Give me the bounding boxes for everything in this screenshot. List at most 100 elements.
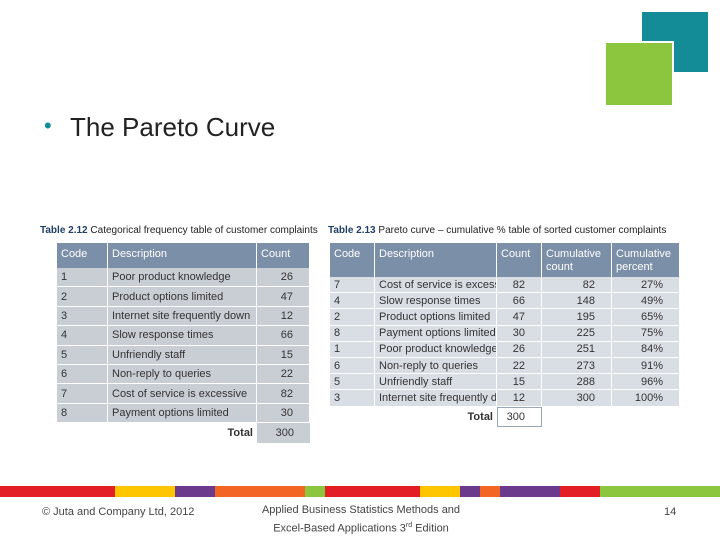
- book-line: Excel-Based Applications 3rd Edition: [230, 518, 492, 537]
- table-cell: 2: [330, 309, 375, 326]
- header-cell: Count: [257, 243, 310, 268]
- table-cell: 3: [330, 390, 375, 407]
- caption-text: Pareto curve – cumulative % table of sor…: [378, 225, 667, 236]
- total-value: 300: [257, 423, 310, 444]
- table-cell: 65%: [612, 309, 680, 326]
- table-cell: 7: [57, 384, 108, 404]
- strip-segment: [460, 486, 480, 497]
- strip-segment: [115, 486, 175, 497]
- table-cell: 47: [497, 309, 542, 326]
- table-cell: 273: [542, 358, 612, 375]
- table-cell: 84%: [612, 341, 680, 358]
- table-cell: Cost of service is excessive: [375, 277, 497, 294]
- table-cell: 5: [57, 345, 108, 365]
- table-cell: Payment options limited: [375, 325, 497, 342]
- header-cell: Cumulative count: [542, 243, 612, 277]
- table-cell: 91%: [612, 358, 680, 375]
- bullet-text: The Pareto Curve: [70, 112, 276, 142]
- caption-label: Table 2.13: [328, 225, 376, 236]
- book-text: Excel-Based Applications 3: [273, 522, 406, 535]
- strip-segment: [420, 486, 460, 497]
- table-cell: 4: [57, 326, 108, 346]
- table-cell: Slow response times: [375, 293, 497, 310]
- strip-segment: [600, 486, 720, 497]
- table-cell: 195: [542, 309, 612, 326]
- table-cell: 300: [542, 390, 612, 407]
- header-cell: Code: [330, 243, 375, 277]
- total-value: 300: [497, 406, 542, 427]
- table-cell: 1: [57, 268, 108, 288]
- book-title: Applied Business Statistics Methods and …: [230, 503, 492, 537]
- caption-text: Categorical frequency table of customer …: [90, 225, 318, 236]
- table-cell: 2: [57, 287, 108, 307]
- table-cell: Product options limited: [108, 287, 257, 307]
- strip-segment: [305, 486, 325, 497]
- table-cell: Payment options limited: [108, 403, 257, 424]
- table-cell: 27%: [612, 277, 680, 294]
- copyright: © Juta and Company Ltd, 2012: [42, 506, 195, 518]
- table-cell: 96%: [612, 374, 680, 391]
- header-cell: Code: [57, 243, 108, 268]
- table-cell: 251: [542, 341, 612, 358]
- header-cell: Description: [108, 243, 257, 268]
- header-cell: Cumulative percent: [612, 243, 680, 277]
- table-cell: 288: [542, 374, 612, 391]
- table-cell: 22: [497, 358, 542, 375]
- caption: Table 2.13 Pareto curve – cumulative % t…: [328, 225, 666, 236]
- table-cell: Internet site frequently down: [108, 306, 257, 327]
- table-cell: Poor product knowledge: [108, 268, 257, 288]
- table-cell: 82: [542, 277, 612, 294]
- table-cell: 66: [497, 293, 542, 310]
- table-cell: 12: [257, 306, 310, 327]
- table-cell: 49%: [612, 293, 680, 310]
- table-cell: 7: [330, 277, 375, 294]
- table-cell: 1: [330, 341, 375, 358]
- table-cell: 225: [542, 325, 612, 342]
- page-number: 14: [664, 506, 677, 518]
- book-sup: rd: [405, 522, 413, 529]
- strip-segment: [560, 486, 600, 497]
- table-cell: Internet site frequently down: [375, 390, 497, 407]
- header-cell: Description: [375, 243, 497, 277]
- table-cell: 15: [257, 345, 310, 365]
- table-cell: 8: [330, 325, 375, 342]
- table-cell: 148: [542, 293, 612, 310]
- table-cell: 6: [57, 365, 108, 385]
- table-cell: Unfriendly staff: [375, 374, 497, 391]
- total-label: Total: [467, 410, 493, 423]
- table-cell: 82: [257, 384, 310, 404]
- table-cell: 15: [497, 374, 542, 391]
- deco-square: [604, 41, 674, 107]
- table-cell: Product options limited: [375, 309, 497, 326]
- table-cell: 3: [57, 306, 108, 327]
- table-cell: 26: [497, 341, 542, 358]
- table-cell: 12: [497, 390, 542, 407]
- total-label: Total: [227, 427, 253, 440]
- strip-segment: [215, 486, 305, 497]
- table-cell: 22: [257, 365, 310, 385]
- table-cell: Non-reply to queries: [375, 358, 497, 375]
- table-cell: 82: [497, 277, 542, 294]
- table-cell: 26: [257, 268, 310, 288]
- bullet-dot: •: [44, 113, 52, 138]
- strip-segment: [500, 486, 560, 497]
- strip-segment: [480, 486, 500, 497]
- table-cell: 5: [330, 374, 375, 391]
- table-cell: 100%: [612, 390, 680, 407]
- book-text: Edition: [412, 522, 449, 535]
- table-cell: 8: [57, 403, 108, 424]
- strip-segment: [0, 486, 115, 497]
- table-cell: 66: [257, 326, 310, 346]
- table-cell: 30: [497, 325, 542, 342]
- table-cell: Slow response times: [108, 326, 257, 346]
- header-cell: Count: [497, 243, 542, 277]
- strip-segment: [175, 486, 215, 497]
- table-cell: 6: [330, 358, 375, 375]
- caption: Table 2.12 Categorical frequency table o…: [40, 225, 318, 236]
- table-cell: Cost of service is excessive: [108, 384, 257, 404]
- table-cell: 30: [257, 403, 310, 424]
- caption-label: Table 2.12: [40, 225, 88, 236]
- table-cell: Poor product knowledge: [375, 341, 497, 358]
- table-cell: 47: [257, 287, 310, 307]
